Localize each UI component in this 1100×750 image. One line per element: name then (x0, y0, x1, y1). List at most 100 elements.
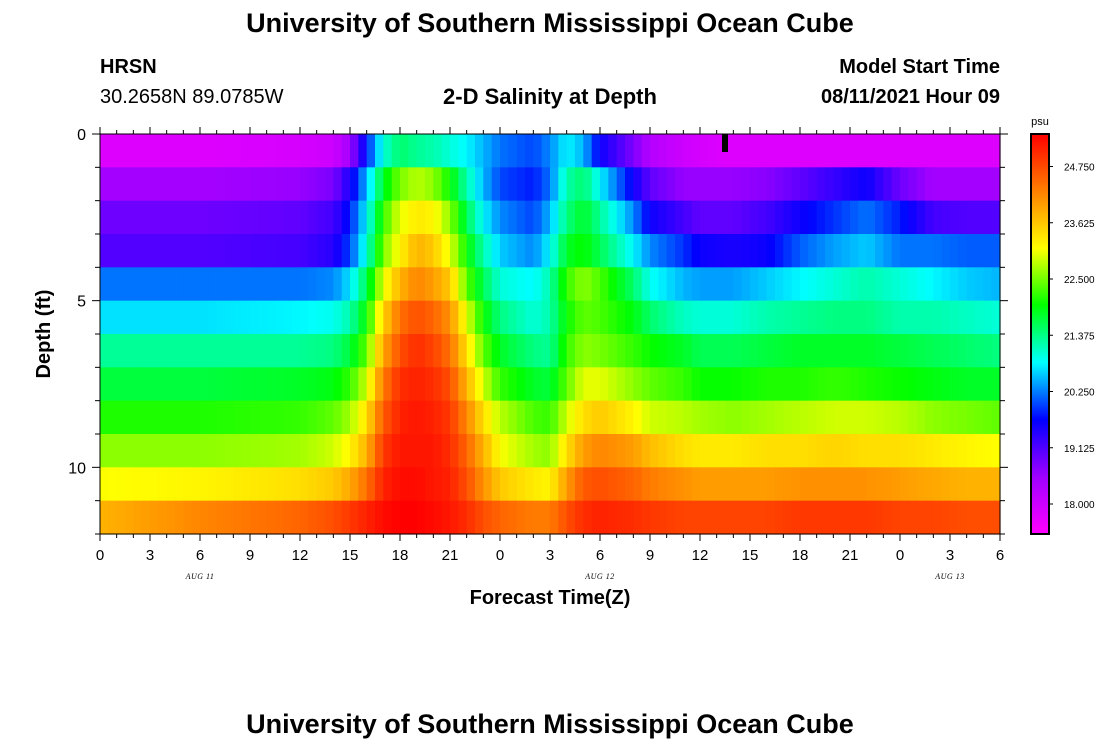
x-tick-label: 15 (342, 547, 359, 564)
heat-cell (308, 367, 318, 402)
heat-cell (775, 134, 784, 168)
heat-cell (100, 434, 109, 468)
heat-cell (508, 434, 518, 468)
heat-cell (708, 467, 718, 502)
heat-cell (116, 267, 126, 302)
heat-cell (116, 400, 126, 435)
heat-cell (875, 234, 884, 268)
heat-cell (491, 234, 501, 268)
heat-cell (950, 500, 959, 535)
heat-cell (250, 300, 259, 335)
heat-cell (125, 434, 134, 468)
heat-cell (566, 467, 576, 502)
heat-cell (491, 367, 501, 402)
heat-cell (716, 467, 726, 502)
heat-cell (516, 300, 526, 335)
heat-cell (400, 167, 409, 202)
heat-cell (191, 300, 201, 335)
heat-cell (750, 434, 759, 468)
heat-cell (408, 500, 418, 535)
heat-cell (933, 134, 943, 168)
heat-cell (333, 334, 343, 368)
heat-cell (866, 167, 876, 202)
heat-cell (608, 434, 618, 468)
heat-cell (925, 367, 934, 402)
heat-cell (341, 134, 351, 168)
heat-cell (116, 134, 126, 168)
heat-cell (833, 434, 843, 468)
heat-cell (891, 300, 901, 335)
heat-cell (741, 434, 751, 468)
heat-cell (233, 167, 243, 202)
heat-cell (500, 167, 509, 202)
heat-cell (483, 134, 493, 168)
heat-cell (941, 434, 951, 468)
heat-cell (508, 300, 518, 335)
heat-cell (983, 367, 993, 402)
x-tick-label: 21 (842, 547, 859, 564)
heat-cell (200, 134, 209, 168)
heat-cell (566, 367, 576, 402)
heat-cell (366, 167, 376, 202)
heat-cell (958, 467, 968, 502)
heat-cell (150, 500, 159, 535)
heat-cell (100, 234, 109, 268)
x-tick-label: 9 (646, 547, 654, 564)
heat-cell (325, 234, 334, 268)
heat-cell (408, 167, 418, 202)
heat-cell (491, 167, 501, 202)
heat-cell (375, 434, 384, 468)
heat-cell (150, 167, 159, 202)
heat-cell (375, 500, 384, 535)
heat-cell (525, 167, 534, 202)
heat-cell (191, 267, 201, 302)
heat-cell (850, 167, 859, 202)
heat-cell (491, 334, 501, 368)
heat-cell (775, 467, 784, 502)
heat-cell (916, 400, 926, 435)
heat-cell (425, 467, 434, 502)
heat-cell (958, 434, 968, 468)
heat-cell (808, 500, 818, 535)
heat-cell (808, 134, 818, 168)
heat-cell (125, 267, 134, 302)
heat-cell (575, 200, 584, 235)
heat-cell (441, 367, 451, 402)
heat-cell (450, 400, 459, 435)
heat-cell (516, 434, 526, 468)
heat-cell (508, 167, 518, 202)
heat-cell (900, 434, 909, 468)
heat-cell (883, 167, 893, 202)
heat-cell (350, 367, 359, 402)
heat-cell (141, 200, 151, 235)
heat-cell (791, 234, 801, 268)
heat-cell (583, 334, 593, 368)
heat-cell (533, 167, 543, 202)
heat-cell (283, 400, 293, 435)
heat-cell (625, 400, 634, 435)
heat-cell (991, 367, 1001, 402)
heat-cell (650, 367, 659, 402)
heat-cell (575, 400, 584, 435)
heat-cell (766, 434, 776, 468)
heat-cell (666, 500, 676, 535)
heat-cell (883, 234, 893, 268)
heat-cell (825, 434, 834, 468)
heat-cell (841, 134, 851, 168)
heat-cell (825, 300, 834, 335)
heat-cell (966, 167, 976, 202)
station-coordinates: 30.2658N 89.0785W (100, 86, 284, 108)
heat-cell (208, 167, 218, 202)
heat-cell (641, 134, 651, 168)
heat-cell (858, 434, 868, 468)
heat-cell (191, 167, 201, 202)
heat-cell (183, 267, 193, 302)
heat-cell (216, 134, 226, 168)
heat-cell (816, 500, 826, 535)
heat-cell (625, 134, 634, 168)
heat-cell (575, 167, 584, 202)
heat-cell (425, 267, 434, 302)
heat-cell (408, 400, 418, 435)
heat-cell (433, 334, 443, 368)
heat-cell (550, 467, 559, 502)
